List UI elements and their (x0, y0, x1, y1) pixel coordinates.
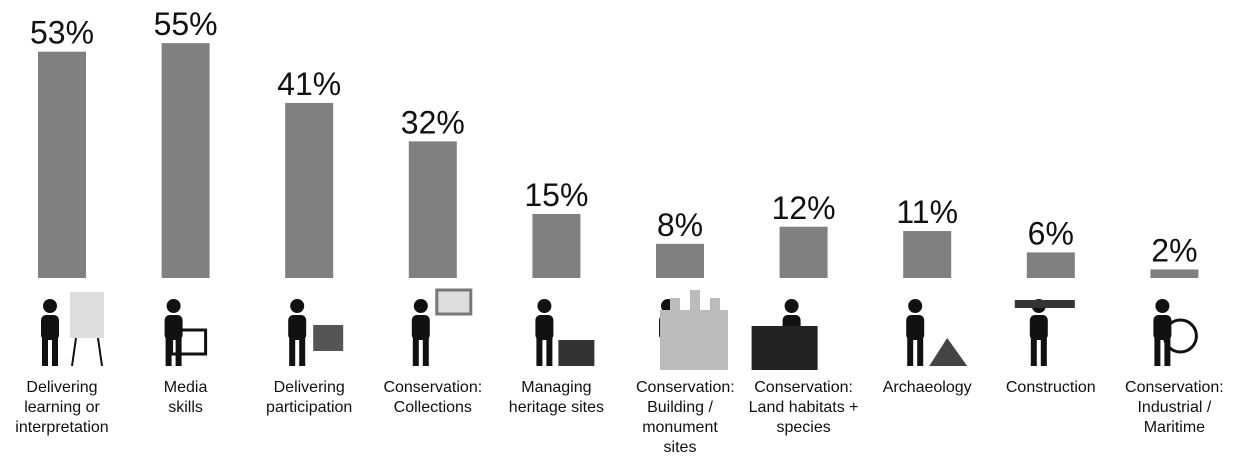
icon-castle (660, 290, 728, 370)
icon-group (313, 325, 343, 351)
value-label: 2% (1151, 232, 1197, 268)
icon-head (414, 299, 428, 313)
icon-leg (176, 336, 182, 366)
chart: 53% 55% 41% 32% 15% 8% 12% 11% 6% 2% Delivering l… (0, 0, 1246, 474)
icon-leg (1041, 336, 1047, 366)
bar (38, 52, 86, 278)
icon-head (167, 299, 181, 313)
category-icon (412, 290, 471, 366)
bar (285, 103, 333, 278)
value-label: 41% (277, 66, 341, 102)
icon-leg (1031, 336, 1037, 366)
category-icon (535, 299, 594, 366)
icon-head (537, 299, 551, 313)
category-icon (752, 299, 818, 370)
icon-stand (98, 338, 102, 366)
value-label: 55% (154, 6, 218, 42)
icon-leg (299, 336, 305, 366)
icon-head (43, 299, 57, 313)
category-icon (659, 290, 728, 370)
category-label: Delivering learning or interpretation (7, 378, 117, 438)
value-label: 11% (896, 194, 958, 230)
icon-beam (1015, 300, 1075, 308)
icon-leg (423, 336, 429, 366)
icon-leg (917, 336, 923, 366)
category-label: Managing heritage sites (501, 378, 611, 418)
category-icon (165, 299, 206, 366)
category-label: Media skills (151, 378, 221, 418)
value-label: 53% (30, 15, 94, 51)
icon-leg (52, 336, 58, 366)
bar (903, 231, 951, 278)
category-icon (288, 299, 343, 366)
category-label: Delivering participation (259, 378, 359, 418)
category-label: Conservation: Building / monument sites (636, 378, 724, 458)
value-label: 12% (772, 190, 836, 226)
icon-head (785, 299, 799, 313)
bar (780, 227, 828, 278)
category-icon (1015, 299, 1075, 366)
bar (532, 214, 580, 278)
value-label: 6% (1028, 215, 1074, 251)
category-label: Construction (992, 378, 1110, 398)
icon-frame (437, 290, 471, 314)
icon-head (290, 299, 304, 313)
icon-head (1155, 299, 1169, 313)
bar (162, 43, 210, 278)
icon-hedge (752, 326, 818, 370)
bar (1150, 269, 1198, 278)
value-label: 15% (524, 177, 588, 213)
icon-leg (42, 336, 48, 366)
category-label: Conservation: Industrial / Maritime (1114, 378, 1234, 438)
category-label: Archaeology (868, 378, 986, 398)
icon-board (70, 292, 104, 338)
icon-head (908, 299, 922, 313)
category-icon (41, 292, 104, 366)
category-icon (1153, 299, 1196, 366)
icon-leg (289, 336, 295, 366)
value-label: 32% (401, 104, 465, 140)
bar (1027, 252, 1075, 278)
icon-leg (413, 336, 419, 366)
icon-leg (546, 336, 552, 366)
icon-leg (536, 336, 542, 366)
category-icon (906, 299, 967, 366)
bar (409, 141, 457, 278)
icon-leg (1154, 336, 1160, 366)
value-label: 8% (657, 207, 703, 243)
icon-desk (558, 340, 594, 366)
icon-mound (929, 338, 967, 366)
bar (656, 244, 704, 278)
icon-stand (72, 338, 76, 366)
category-label: Conservation: Land habitats + species (749, 378, 859, 438)
category-label: Conservation: Collections (374, 378, 492, 418)
icon-leg (907, 336, 913, 366)
